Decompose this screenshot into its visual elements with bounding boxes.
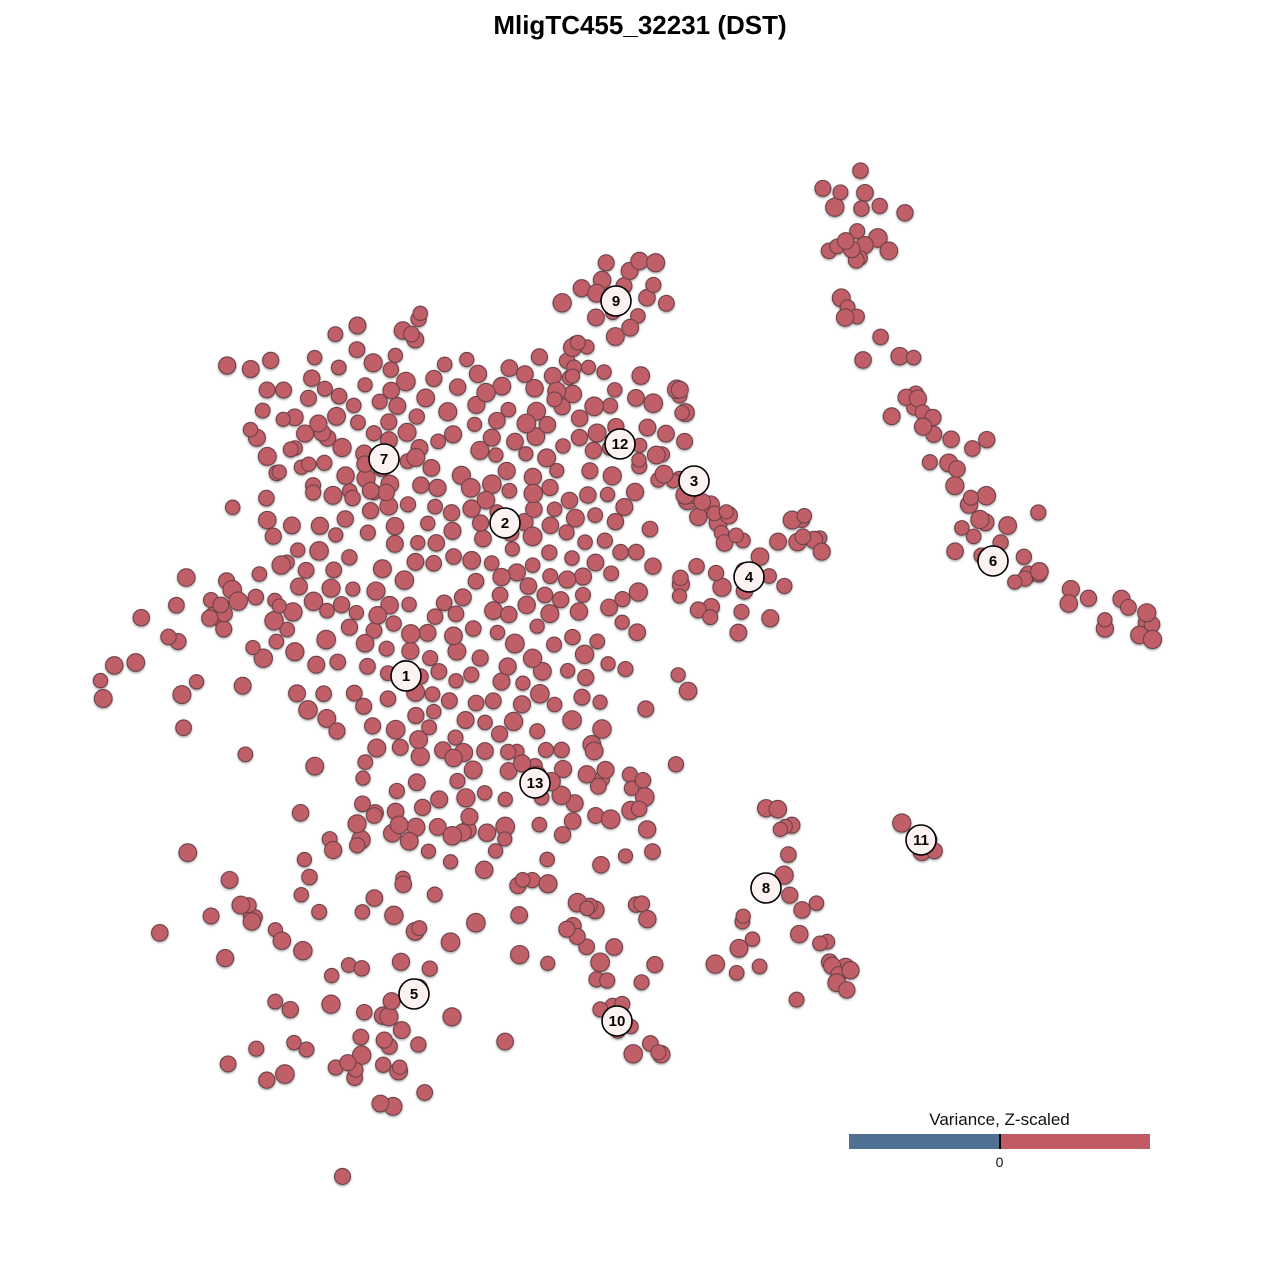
svg-text:8: 8 xyxy=(762,880,770,897)
svg-text:12: 12 xyxy=(612,436,629,453)
svg-text:10: 10 xyxy=(609,1013,626,1030)
svg-text:9: 9 xyxy=(612,293,620,310)
svg-text:1: 1 xyxy=(402,668,410,685)
svg-text:3: 3 xyxy=(690,473,698,490)
svg-text:2: 2 xyxy=(501,515,509,532)
svg-text:7: 7 xyxy=(380,451,388,468)
svg-text:4: 4 xyxy=(745,569,754,586)
svg-text:13: 13 xyxy=(527,775,544,792)
svg-text:11: 11 xyxy=(913,832,929,849)
svg-text:6: 6 xyxy=(989,553,997,570)
svg-text:5: 5 xyxy=(410,986,418,1003)
